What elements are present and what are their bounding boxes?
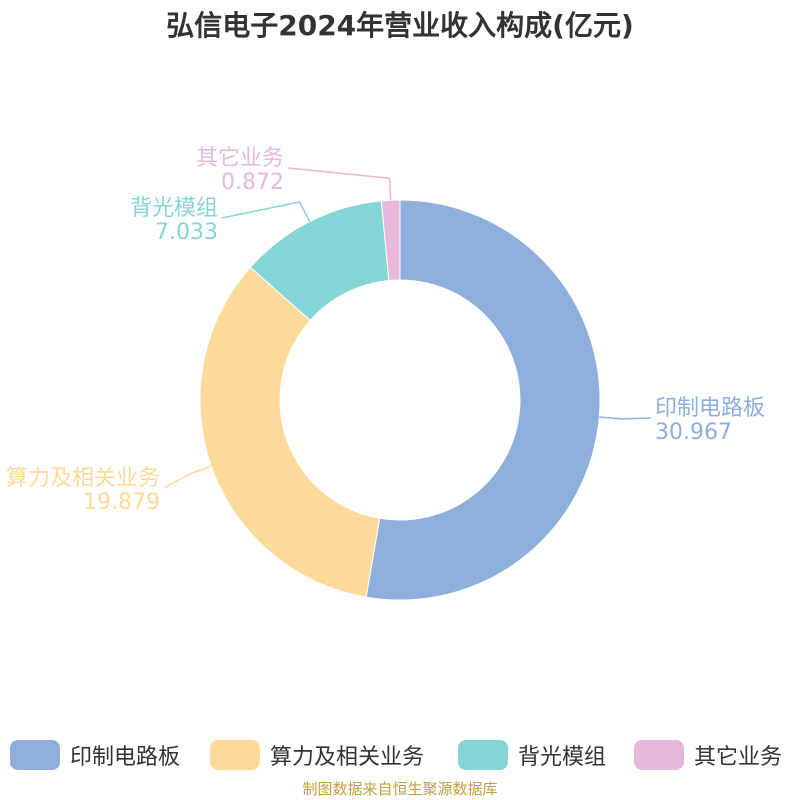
slice-pcb[interactable] bbox=[365, 199, 601, 601]
legend-label-computing: 算力及相关业务 bbox=[270, 745, 425, 770]
data-label-name-computing: 算力及相关业务 bbox=[6, 466, 160, 491]
chart-title: 弘信电子2024年营业收入构成(亿元) bbox=[166, 9, 634, 42]
legend-label-pcb: 印制电路板 bbox=[70, 745, 181, 770]
data-source-note: 制图数据来自恒生聚源数据库 bbox=[302, 780, 498, 798]
leader-line-pcb bbox=[599, 416, 652, 420]
legend-item-pcb[interactable]: 印制电路板 bbox=[10, 737, 180, 773]
legend-label-other: 其它业务 bbox=[694, 745, 783, 770]
slice-other[interactable] bbox=[380, 199, 401, 282]
data-label-name-other: 其它业务 bbox=[196, 146, 284, 171]
leader-line-computing bbox=[163, 465, 212, 489]
leader-line-other bbox=[287, 167, 392, 201]
data-label-value-pcb: 30.967 bbox=[655, 420, 732, 445]
legend-swatch-other bbox=[634, 740, 684, 770]
data-label-value-computing: 19.879 bbox=[83, 490, 160, 515]
legend: 印制电路板 算力及相关业务 背光模组 其它业务 bbox=[0, 737, 800, 773]
legend-swatch-pcb bbox=[10, 740, 60, 770]
leader-line-backlight bbox=[221, 201, 311, 222]
legend-swatch-computing bbox=[210, 740, 260, 770]
data-label-name-backlight: 背光模组 bbox=[130, 196, 218, 221]
legend-item-other[interactable]: 其它业务 bbox=[634, 737, 782, 773]
legend-label-backlight: 背光模组 bbox=[518, 745, 607, 770]
slice-computing[interactable] bbox=[199, 266, 381, 598]
data-label-value-other: 0.872 bbox=[221, 170, 284, 195]
data-label-value-backlight: 7.033 bbox=[155, 220, 218, 245]
slices-group bbox=[199, 199, 601, 601]
data-label-name-pcb: 印制电路板 bbox=[655, 396, 765, 421]
legend-item-backlight[interactable]: 背光模组 bbox=[458, 737, 606, 773]
legend-swatch-backlight bbox=[458, 740, 508, 770]
legend-item-computing[interactable]: 算力及相关业务 bbox=[210, 737, 424, 773]
